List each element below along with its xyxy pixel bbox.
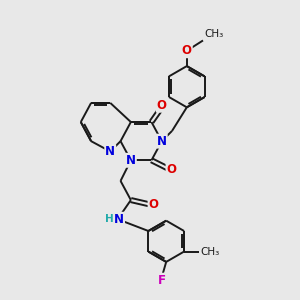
Text: O: O: [148, 198, 158, 211]
Text: F: F: [158, 274, 166, 286]
Text: N: N: [126, 154, 136, 167]
Text: N: N: [105, 145, 115, 158]
Text: CH₃: CH₃: [201, 247, 220, 256]
Text: O: O: [167, 163, 176, 176]
Text: N: N: [114, 213, 124, 226]
Text: O: O: [157, 99, 167, 112]
Text: O: O: [182, 44, 192, 57]
Text: N: N: [157, 135, 167, 148]
Text: CH₃: CH₃: [205, 29, 224, 39]
Text: H: H: [105, 214, 114, 224]
